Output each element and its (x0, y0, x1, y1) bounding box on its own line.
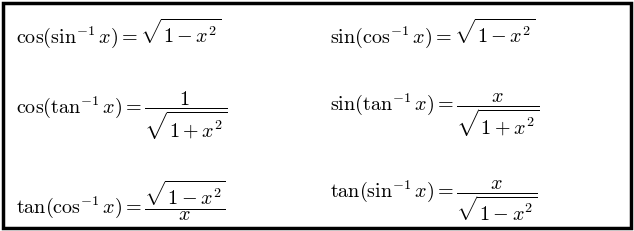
Text: $\sin(\tan^{-1} x) = \dfrac{x}{\sqrt{1 + x^2}}$: $\sin(\tan^{-1} x) = \dfrac{x}{\sqrt{1 +… (330, 91, 539, 140)
Text: $\tan(\sin^{-1} x) = \dfrac{x}{\sqrt{1 - x^2}}$: $\tan(\sin^{-1} x) = \dfrac{x}{\sqrt{1 -… (330, 179, 538, 223)
Text: $\cos(\tan^{-1} x) = \dfrac{1}{\sqrt{1 + x^2}}$: $\cos(\tan^{-1} x) = \dfrac{1}{\sqrt{1 +… (16, 89, 228, 142)
Text: $\tan(\cos^{-1} x) = \dfrac{\sqrt{1 - x^2}}{x}$: $\tan(\cos^{-1} x) = \dfrac{\sqrt{1 - x^… (16, 179, 226, 223)
Text: $\sin(\cos^{-1} x) = \sqrt{1 - x^2}$: $\sin(\cos^{-1} x) = \sqrt{1 - x^2}$ (330, 17, 535, 50)
Text: $\cos(\sin^{-1} x) = \sqrt{1 - x^2}$: $\cos(\sin^{-1} x) = \sqrt{1 - x^2}$ (16, 17, 221, 50)
